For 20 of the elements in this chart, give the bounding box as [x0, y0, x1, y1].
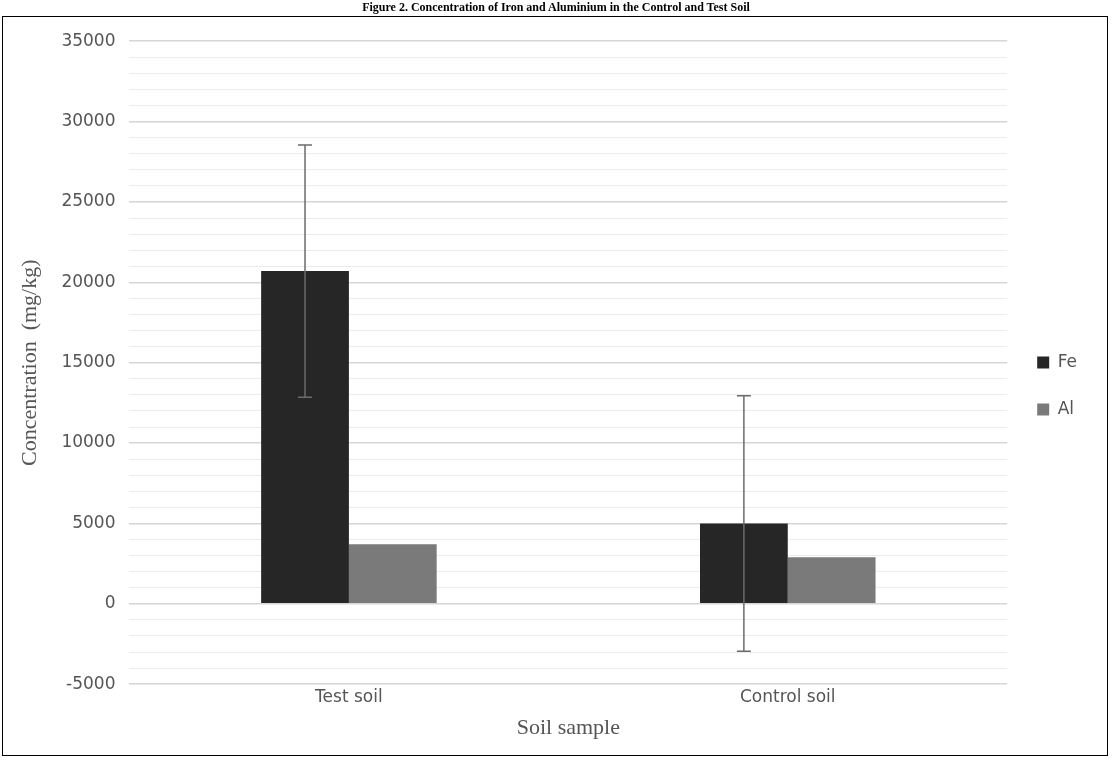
- bar: [261, 271, 349, 604]
- chart-title: Figure 2. Concentration of Iron and Aluminium in the Control and Test Soil: [361, 0, 751, 14]
- bar: [699, 523, 788, 604]
- legend-label: Fe: [1057, 350, 1077, 371]
- bar: [348, 544, 437, 604]
- y-tick-label: 35000: [61, 29, 116, 50]
- x-tick-label: Test soil: [314, 685, 383, 706]
- y-tick-label: 0: [104, 592, 116, 613]
- bar: [787, 557, 876, 604]
- y-tick-label: 30000: [61, 110, 116, 130]
- y-tick-label: 15000: [61, 351, 116, 372]
- x-tick-label: Control soil: [739, 685, 836, 706]
- y-tick-label: 25000: [61, 190, 116, 211]
- y-tick-label: -5000: [66, 672, 116, 693]
- y-axis-title: Concentration (mg/kg): [15, 259, 41, 466]
- legend-label: Al: [1057, 397, 1075, 418]
- x-axis-title: Soil sample: [516, 713, 620, 739]
- y-tick-label: 20000: [61, 270, 116, 291]
- y-tick-label: 10000: [61, 431, 116, 452]
- y-tick-label: 5000: [72, 511, 116, 532]
